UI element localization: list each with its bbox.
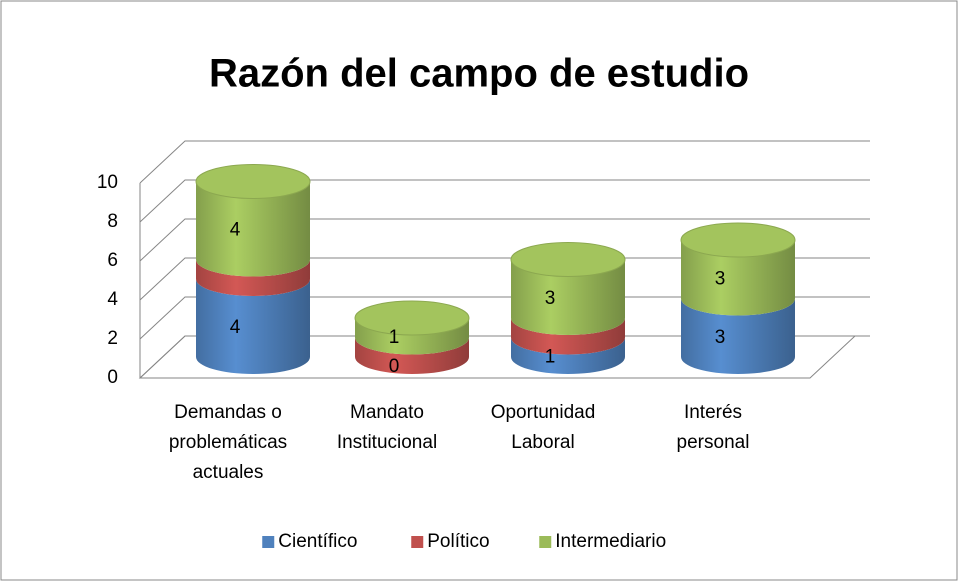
cylinder-segment <box>681 298 795 374</box>
grid-line <box>139 140 870 184</box>
y-tick-label: 0 <box>107 367 118 388</box>
cylinder-segment <box>355 318 469 355</box>
y-tick-label: 6 <box>107 250 118 271</box>
grid-line <box>139 218 870 262</box>
data-label: 1 <box>545 346 556 367</box>
y-tick-label: 8 <box>107 211 118 232</box>
cylinder-segment <box>196 279 310 374</box>
grid-line <box>139 335 870 379</box>
grid-line <box>139 179 870 223</box>
x-tick-label: Interés personal <box>676 402 750 453</box>
data-label: 1 <box>389 327 400 348</box>
legend-swatch <box>411 536 424 548</box>
data-label: 3 <box>545 288 556 309</box>
cylinder-segment <box>196 259 310 296</box>
cylinder-top <box>510 242 626 277</box>
chart-title: Razón del campo de estudio <box>209 52 749 96</box>
cylinder-top <box>354 300 470 336</box>
data-label: 3 <box>715 268 726 289</box>
y-tick-label: 10 <box>97 172 118 193</box>
cylinder-segment <box>511 318 625 355</box>
grid-line <box>139 257 870 301</box>
cylinder-top <box>680 222 796 258</box>
cylinder-segment <box>196 181 310 277</box>
x-tick-label: Oportunidad Laboral <box>490 402 596 453</box>
legend-label: Científico <box>278 531 357 552</box>
legend-label: Político <box>427 531 489 552</box>
cylinder-segment <box>511 259 625 335</box>
legend-swatch <box>262 536 275 548</box>
data-label: 4 <box>230 317 241 338</box>
y-tick-label: 2 <box>107 328 118 349</box>
x-tick-label: Mandato Institucional <box>336 402 438 453</box>
y-tick-label: 4 <box>107 289 118 310</box>
legend-swatch <box>539 536 552 548</box>
grid-line <box>139 296 870 340</box>
cylinder-segment <box>511 337 625 374</box>
cylinder-segment <box>681 240 795 316</box>
legend-label: Intermediario <box>555 531 666 552</box>
x-tick-label: Demandas o problemáticas actuales <box>168 402 288 483</box>
cylinder-top <box>195 164 311 199</box>
data-label: 4 <box>230 220 241 241</box>
data-label: 0 <box>389 356 400 377</box>
data-label: 3 <box>715 327 726 348</box>
cylinder-segment <box>355 337 469 374</box>
